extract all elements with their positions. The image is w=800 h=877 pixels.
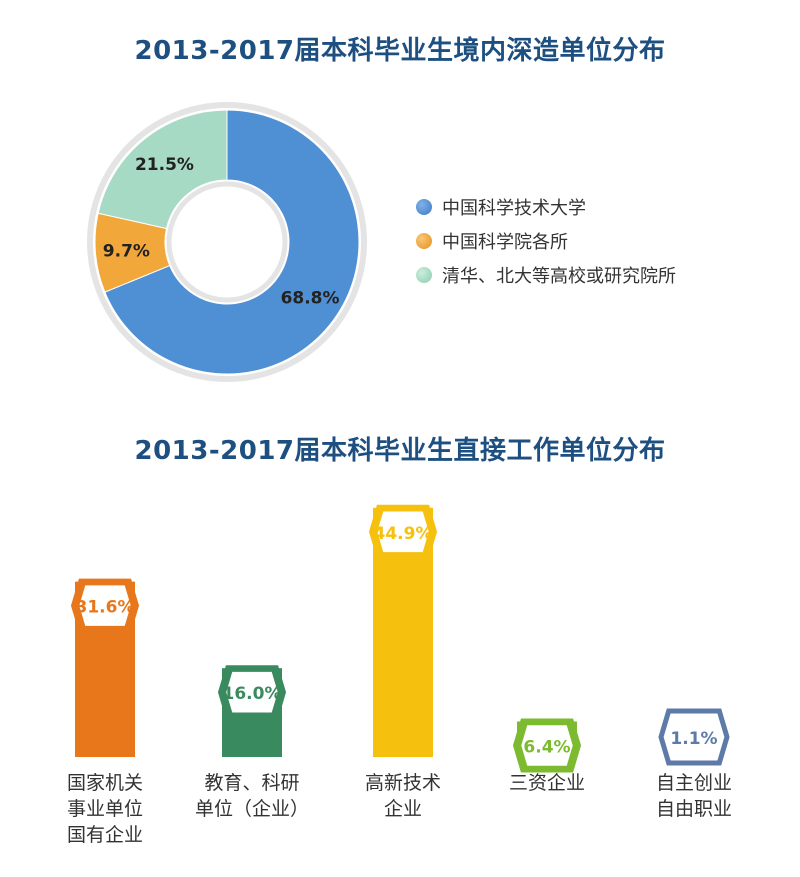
bar-value-label: 6.4% xyxy=(523,737,570,757)
legend-swatch xyxy=(416,267,432,283)
bar-category-label: 国家机关 事业单位 国有企业 xyxy=(66,772,143,846)
donut-hole xyxy=(165,180,289,304)
bar-category-label: 高新技术 企业 xyxy=(364,772,441,820)
bar-value-label: 1.1% xyxy=(670,729,717,749)
donut-value-label: 9.7% xyxy=(103,242,150,262)
bar xyxy=(658,708,730,766)
donut-legend: 中国科学技术大学 中国科学院各所 清华、北大等高校或研究院所 xyxy=(416,190,676,292)
bar-badge-inner xyxy=(226,671,278,713)
legend-item: 清华、北大等高校或研究院所 xyxy=(416,258,676,292)
legend-item: 中国科学技术大学 xyxy=(416,190,676,224)
legend-swatch xyxy=(416,233,432,249)
donut-value-label: 21.5% xyxy=(135,155,194,175)
bar-value-label: 16.0% xyxy=(223,684,282,704)
donut-inner-ring xyxy=(166,181,288,303)
donut-value-label: 68.8% xyxy=(281,289,340,309)
legend-label: 清华、北大等高校或研究院所 xyxy=(442,266,676,287)
bar-category-label: 三资企业 xyxy=(508,772,585,794)
bar-value-label: 31.6% xyxy=(76,598,135,618)
donut-outer-ring xyxy=(87,102,367,382)
bar-badge-inner xyxy=(377,511,429,553)
bar-value-label: 44.9% xyxy=(374,524,433,544)
legend-label: 中国科学院各所 xyxy=(442,232,568,253)
legend-swatch xyxy=(416,199,432,215)
donut-chart-title: 2013-2017届本科毕业生境内深造单位分布 xyxy=(134,36,666,66)
bar-category-label: 自主创业 自由职业 xyxy=(655,772,732,820)
legend-label: 中国科学技术大学 xyxy=(442,198,586,219)
bar-badge-inner xyxy=(521,725,573,766)
bar-chart-title: 2013-2017届本科毕业生直接工作单位分布 xyxy=(134,436,666,466)
bar-category-label: 教育、科研 单位（企业） xyxy=(194,772,309,820)
bar-badge-inner xyxy=(79,585,131,626)
legend-item: 中国科学院各所 xyxy=(416,224,676,258)
